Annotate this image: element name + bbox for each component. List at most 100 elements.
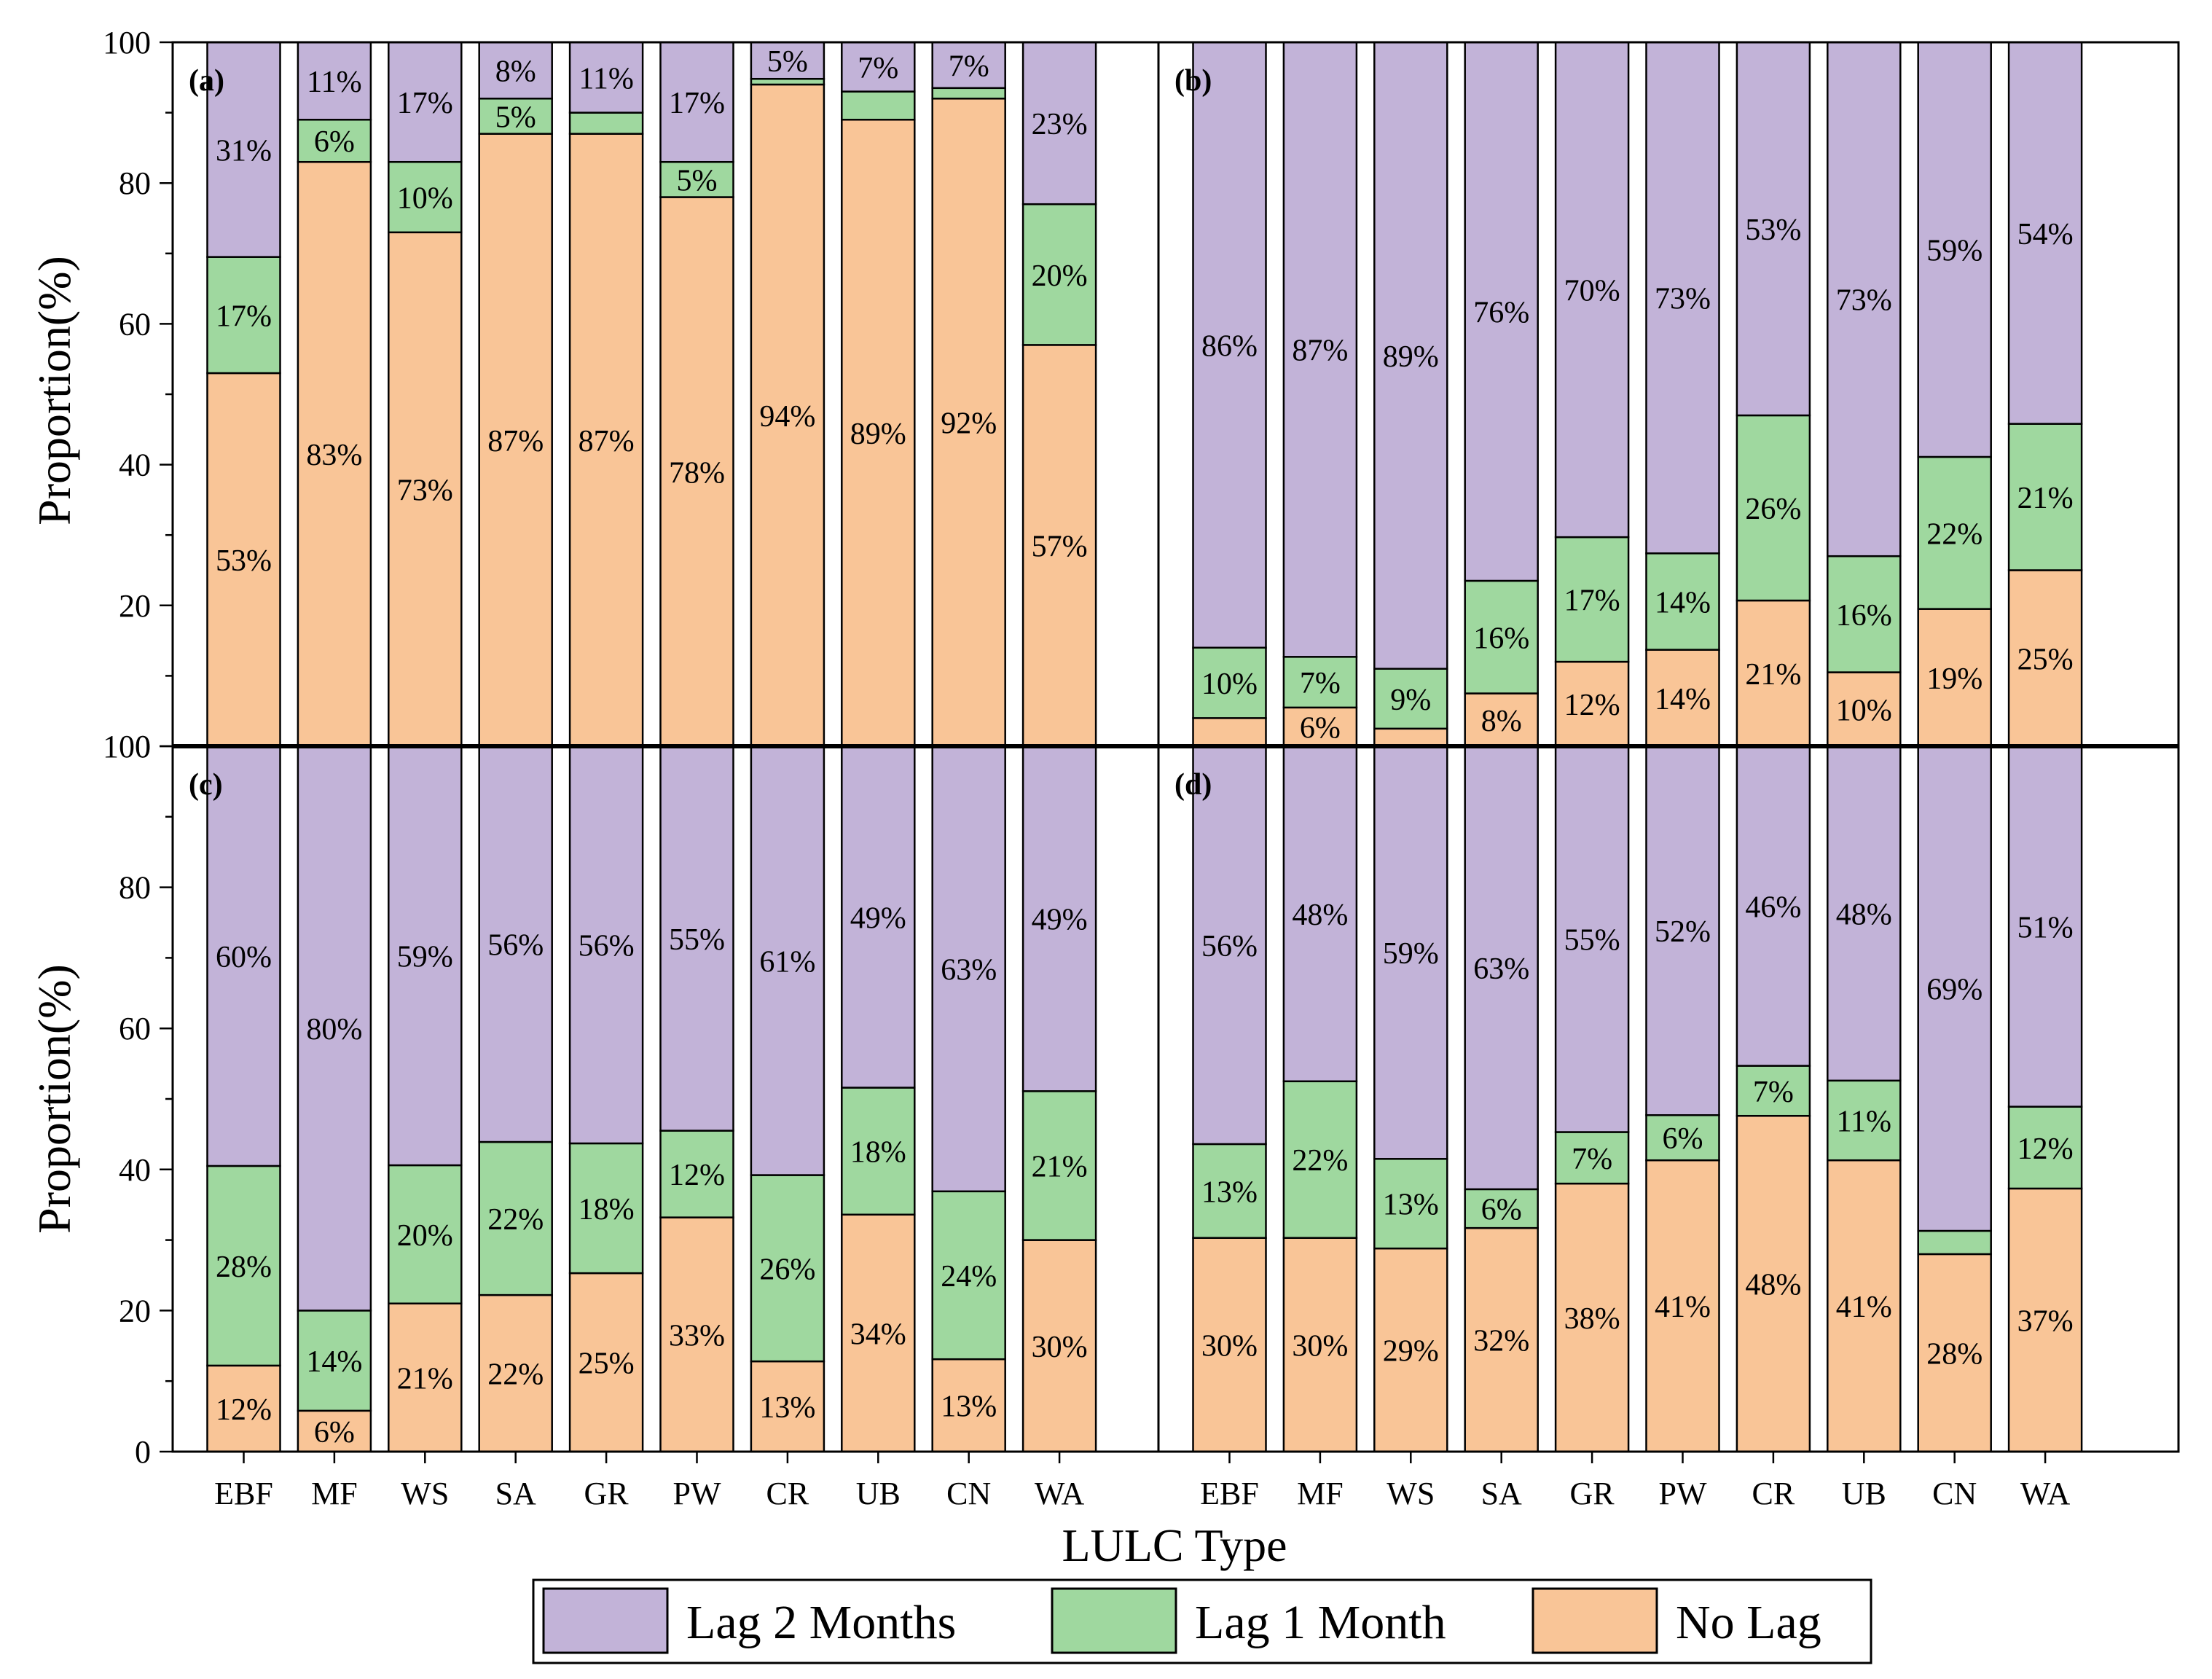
data-label: 48%: [1836, 898, 1892, 931]
bar-lag-2-months: [1464, 41, 1539, 582]
legend-label: Lag 2 Months: [686, 1596, 956, 1649]
bar-no-lag: [206, 1364, 281, 1453]
y-tick-label: 100: [103, 25, 151, 60]
bar-lag-1-month: [1282, 656, 1358, 709]
data-label: 26%: [759, 1253, 815, 1286]
y-tick-label: 40: [119, 447, 151, 483]
bar-lag-1-month: [1736, 1065, 1811, 1117]
data-label: 73%: [1655, 283, 1711, 316]
bar-stack-ws: 9% 89%: [1373, 41, 1448, 748]
x-tick-label-cn: CN: [1932, 1476, 1977, 1511]
y-tick-label: 0: [135, 1434, 151, 1470]
x-tick-label-wa: WA: [1035, 1476, 1085, 1511]
data-label: 8%: [495, 55, 536, 89]
data-label: 60%: [216, 941, 272, 974]
data-label: 53%: [1745, 214, 1801, 247]
data-label: 63%: [1473, 952, 1529, 986]
data-label: 23%: [1032, 108, 1088, 141]
data-label: 73%: [1836, 284, 1892, 318]
data-label: 12%: [2017, 1132, 2074, 1166]
x-tick-label-ws: WS: [1387, 1476, 1435, 1511]
data-label: 6%: [1663, 1122, 1703, 1156]
bar-lag-1-month: [1021, 1090, 1097, 1241]
x-tick-label-ws: WS: [401, 1476, 449, 1511]
bar-lag-1-month: [1645, 1114, 1720, 1162]
bar-stack-ub: 34% 18% 49%: [841, 745, 916, 1453]
data-label: 9%: [1390, 684, 1431, 717]
x-tick-label-gr: GR: [584, 1476, 630, 1511]
bar-no-lag: [1192, 717, 1267, 748]
bar-lag-2-months: [1645, 745, 1720, 1116]
y-tick-label: 100: [103, 729, 151, 764]
bar-stack-ebf: 12% 28% 60%: [206, 745, 281, 1453]
data-label: 80%: [306, 1013, 362, 1046]
data-label: 13%: [941, 1390, 997, 1424]
x-tick-label-wa: WA: [2020, 1476, 2071, 1511]
x-tick-label-mf: MF: [1297, 1476, 1344, 1511]
bar-lag-2-months: [1554, 745, 1630, 1133]
x-tick-label-ebf: EBF: [1200, 1476, 1259, 1511]
bar-lag-1-month: [478, 1140, 553, 1296]
data-label: 48%: [1745, 1269, 1801, 1302]
y-tick-label: 0: [135, 729, 151, 764]
bar-lag-2-months: [388, 41, 463, 163]
data-label: 87%: [579, 425, 635, 458]
data-label: 54%: [2017, 218, 2074, 251]
bar-no-lag: [478, 1294, 553, 1453]
data-label: 49%: [850, 901, 906, 935]
data-label: 14%: [1655, 683, 1711, 716]
x-tick-label-sa: SA: [495, 1476, 536, 1511]
data-label: 8%: [1481, 705, 1522, 738]
data-label: 20%: [397, 1219, 453, 1253]
bar-no-lag: [388, 231, 463, 748]
bar-lag-1-month: [659, 1130, 734, 1218]
data-label: 21%: [2017, 482, 2074, 515]
x-axis-label: LULC Type: [1062, 1519, 1287, 1571]
panel-4: 30% 13% 56% 30% 22% 48% 29% 13% 59% 32% 6% 63% 38% 7%…: [1174, 745, 2083, 1453]
data-label: 87%: [487, 425, 544, 458]
x-tick-label-gr: GR: [1570, 1476, 1615, 1511]
bar-no-lag: [659, 1216, 734, 1453]
bar-stack-sa: 22% 22% 56%: [478, 745, 553, 1453]
panel-tag: (a): [189, 64, 224, 98]
bar-lag-1-month: [1917, 455, 1992, 610]
panel-tag: (d): [1174, 768, 1212, 802]
legend-swatch: [1051, 1587, 1177, 1654]
bar-lag-2-months: [1021, 745, 1097, 1092]
bar-lag-1-month: [1282, 1080, 1358, 1239]
bar-lag-2-months: [1917, 41, 1992, 458]
data-label: 56%: [1201, 930, 1258, 963]
bar-lag-2-months: [1282, 745, 1358, 1083]
bar-stack-sa: 87% 5% 8%: [478, 41, 553, 748]
data-label: 25%: [579, 1347, 635, 1381]
data-label: 5%: [677, 164, 718, 197]
bar-no-lag: [841, 1213, 916, 1453]
bar-lag-2-months: [568, 41, 644, 114]
bar-stack-mf: 6% 14% 80%: [297, 745, 372, 1453]
bar-lag-1-month: [931, 87, 1006, 100]
data-label: 24%: [941, 1260, 997, 1294]
data-label: 56%: [579, 929, 635, 963]
data-label: 13%: [1201, 1175, 1258, 1209]
x-tick-label-ub: UB: [1842, 1476, 1886, 1511]
panel-tag: (c): [189, 768, 223, 802]
data-label: 51%: [2017, 911, 2074, 944]
bar-lag-2-months: [931, 745, 1006, 1193]
bar-lag-1-month: [297, 119, 372, 163]
data-label: 12%: [1564, 689, 1620, 722]
data-label: 86%: [1201, 329, 1258, 363]
data-label: 17%: [397, 87, 453, 120]
bar-stack-ub: 41% 11% 48%: [1827, 745, 1902, 1453]
data-label: 21%: [397, 1362, 453, 1396]
x-tick-label-pw: PW: [1659, 1476, 1707, 1511]
y-tick-label: 60: [119, 306, 151, 342]
bar-stack-ws: 73% 10% 17%: [388, 41, 463, 748]
bar-lag-1-month: [1554, 536, 1630, 663]
bar-stack-gr: 38% 7% 55%: [1554, 745, 1630, 1453]
data-label: 25%: [2017, 643, 2074, 676]
data-label: 28%: [216, 1251, 272, 1284]
data-label: 12%: [669, 1159, 725, 1192]
bar-stack-mf: 83% 6% 11%: [297, 41, 372, 748]
bar-no-lag: [1736, 599, 1811, 748]
